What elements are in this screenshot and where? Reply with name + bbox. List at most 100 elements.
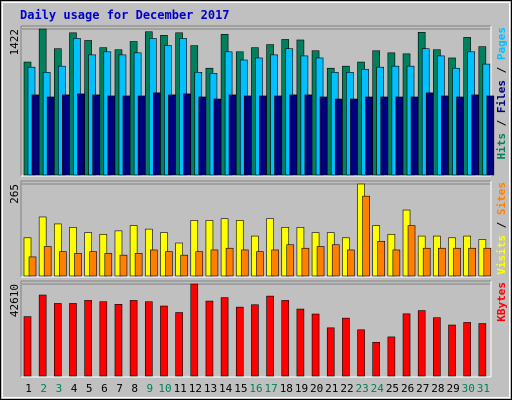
bar-kbytes-day-26 [402, 313, 411, 377]
bar-kbytes-day-13 [205, 300, 214, 377]
x-tick-day-14: 14 [219, 382, 233, 395]
bar-kbytes-day-15 [235, 306, 244, 377]
bar-kbytes-day-28 [433, 317, 441, 377]
legend-hits: Hits [495, 133, 508, 160]
bar-sites-day-5 [89, 251, 97, 277]
bar-kbytes-day-12 [190, 283, 199, 377]
chart-panels: 1422 Hits / Files / Pages 265 Visits / Site… [8, 25, 508, 378]
bar-sites-day-18 [286, 244, 295, 277]
bar-kbytes-day-3 [54, 303, 62, 377]
bar-files-day-11 [183, 93, 191, 176]
bar-kbytes-day-17 [266, 295, 274, 377]
bar-visits-day-4 [69, 227, 77, 277]
bar-sites-day-4 [74, 253, 82, 277]
x-tick-day-12: 12 [189, 382, 202, 395]
bar-files-day-27 [425, 92, 434, 176]
bar-kbytes-day-22 [342, 317, 350, 377]
y-max-label: 1422 [8, 29, 21, 56]
panel-kbytes: 42610 KBytes [8, 280, 508, 378]
bar-files-day-2 [46, 96, 55, 176]
bar-sites-day-11 [180, 254, 188, 277]
legend-separator: / [495, 60, 508, 80]
legend-visits: Visits [495, 235, 508, 275]
bar-sites-day-25 [392, 249, 401, 277]
x-tick-day-22: 22 [340, 382, 353, 395]
bar-kbytes-day-16 [251, 304, 259, 377]
x-tick-day-26: 26 [401, 382, 414, 395]
x-tick-day-8: 8 [131, 382, 138, 395]
bar-sites-day-27 [422, 247, 431, 277]
bar-kbytes-day-5 [84, 300, 92, 377]
bar-kbytes-day-29 [448, 324, 456, 377]
bar-files-day-24 [380, 96, 389, 176]
legend-sites: Sites [495, 182, 508, 215]
bar-kbytes-day-27 [417, 310, 426, 377]
x-tick-day-2: 2 [40, 382, 47, 395]
bar-kbytes-day-8 [129, 300, 138, 377]
bar-files-day-20 [319, 96, 328, 176]
x-tick-day-3: 3 [56, 382, 63, 395]
bar-kbytes-day-25 [387, 336, 396, 377]
bar-kbytes-day-23 [357, 329, 365, 377]
bar-sites-day-8 [134, 253, 143, 277]
panel-legend: KBytes [495, 282, 508, 322]
bar-kbytes-day-20 [311, 313, 320, 377]
bar-kbytes-day-1 [23, 316, 32, 377]
bar-kbytes-day-30 [463, 322, 471, 377]
bar-sites-day-14 [225, 247, 234, 277]
bar-kbytes-day-7 [114, 304, 123, 377]
bar-files-day-3 [62, 94, 70, 176]
bar-visits-day-8 [129, 225, 138, 277]
x-tick-day-6: 6 [101, 382, 108, 395]
bar-sites-day-13 [210, 249, 219, 277]
x-tick-day-10: 10 [158, 382, 171, 395]
legend-kbytes: KBytes [495, 282, 508, 322]
x-tick-day-16: 16 [249, 382, 262, 395]
bar-visits-day-12 [190, 220, 199, 277]
bar-sites-day-12 [195, 251, 204, 277]
x-tick-day-7: 7 [116, 382, 123, 395]
panel-visits: 265 Visits / Sites [8, 180, 508, 278]
bar-files-day-10 [168, 94, 176, 176]
bar-kbytes-day-31 [478, 323, 487, 377]
bar-files-day-4 [77, 93, 85, 176]
bar-files-day-16 [259, 95, 267, 176]
bar-files-day-18 [289, 94, 298, 176]
legend-files: Files [495, 80, 508, 113]
bar-sites-day-3 [59, 251, 67, 277]
x-tick-day-21: 21 [325, 382, 338, 395]
x-tick-day-23: 23 [356, 382, 369, 395]
legend-pages: Pages [495, 27, 508, 60]
bar-files-day-13 [213, 98, 222, 176]
bar-visits-day-14 [220, 218, 229, 277]
bar-kbytes-day-11 [175, 312, 183, 377]
bar-visits-day-17 [266, 218, 274, 277]
legend-separator: / [495, 113, 508, 133]
x-tick-day-15: 15 [234, 382, 247, 395]
bar-files-day-1 [31, 94, 40, 176]
x-tick-day-20: 20 [310, 382, 323, 395]
bar-files-day-15 [243, 95, 252, 176]
x-tick-day-19: 19 [295, 382, 308, 395]
bar-files-day-9 [152, 92, 161, 176]
bar-sites-day-10 [165, 251, 173, 277]
bar-kbytes-day-10 [160, 305, 168, 377]
bar-kbytes-day-18 [281, 300, 290, 377]
bar-files-day-17 [274, 95, 282, 176]
bar-kbytes-day-14 [220, 297, 229, 377]
bar-visits-day-7 [114, 230, 123, 277]
x-tick-day-1: 1 [25, 382, 32, 395]
bar-files-day-12 [198, 96, 207, 176]
bar-kbytes-day-4 [69, 303, 77, 377]
x-tick-day-31: 31 [477, 382, 490, 395]
x-tick-day-18: 18 [280, 382, 293, 395]
bar-visits-day-13 [205, 220, 214, 277]
bar-sites-day-17 [271, 249, 279, 277]
x-tick-day-24: 24 [371, 382, 385, 395]
bar-files-day-31 [486, 95, 495, 176]
bar-kbytes-day-24 [372, 342, 381, 377]
x-tick-day-11: 11 [174, 382, 187, 395]
bar-sites-day-29 [453, 247, 461, 277]
